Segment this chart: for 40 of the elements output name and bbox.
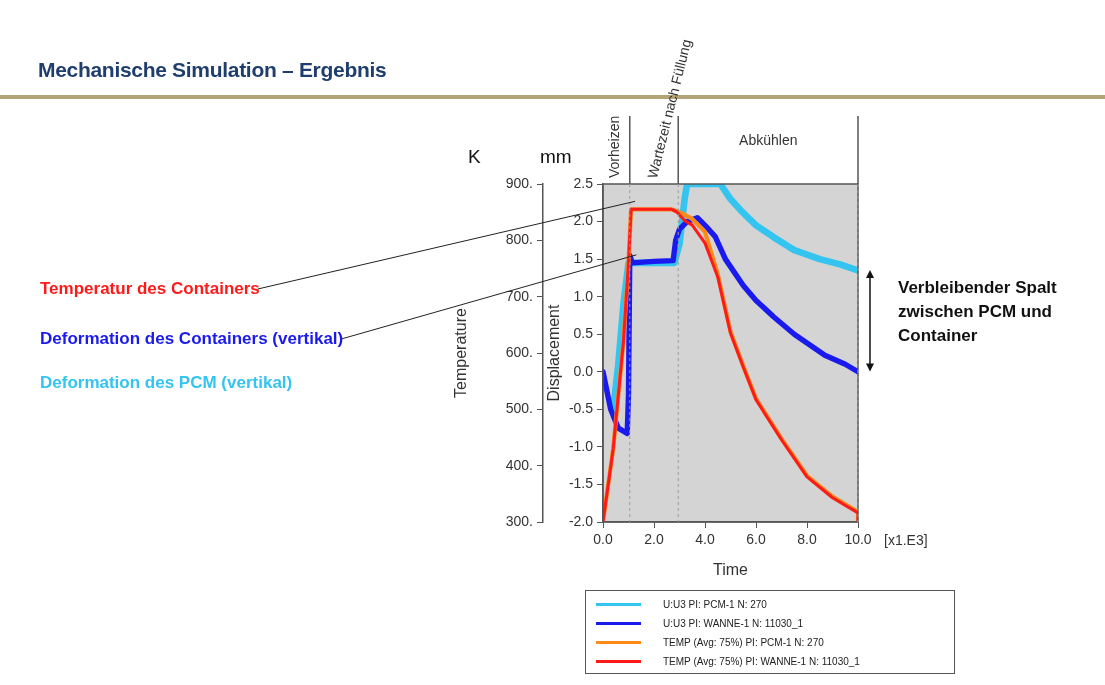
y-tick-label: 2.5 — [573, 174, 594, 191]
y2-tick-label: 400. — [505, 456, 533, 473]
y-axis-title: Displacement — [545, 303, 563, 402]
text: mm — [540, 146, 572, 168]
text: K — [468, 146, 481, 168]
text: Mechanische Simulation – Ergebnis — [38, 58, 387, 82]
y-tick-label: -1.5 — [568, 475, 594, 492]
x-tick-label: 8.0 — [797, 531, 817, 548]
y-tick-label: 1.0 — [573, 287, 594, 304]
text: Vorheizen — [606, 115, 623, 178]
y-tick-label: 0.5 — [573, 325, 594, 342]
y-tick-label: 1.5 — [573, 249, 594, 266]
x-axis-title: Time — [713, 560, 749, 578]
y2-axis-title: Temperature — [452, 307, 470, 398]
y2-tick-label: 500. — [505, 400, 533, 417]
legend-label: U:U3 PI: PCM-1 N: 270 — [663, 599, 767, 610]
text: Deformation des PCM (vertikal) — [40, 373, 293, 393]
y2-tick-label: 800. — [505, 231, 533, 248]
y-tick-label: -0.5 — [568, 400, 594, 417]
x-tick-label: 6.0 — [746, 531, 766, 548]
y2-tick-label: 700. — [505, 287, 533, 304]
text: Verbleibender Spalt zwischen PCM und Container — [898, 277, 1058, 347]
legend-label: TEMP (Avg: 75%) PI: PCM-1 N: 270 — [663, 637, 824, 648]
y-tick-label: 2.0 — [573, 212, 594, 229]
y-tick-label: -2.0 — [568, 512, 594, 529]
legend-label: TEMP (Avg: 75%) PI: WANNE-1 N: 11030_1 — [663, 656, 860, 667]
text: Temperatur des Containers — [40, 279, 260, 299]
text: Deformation des Containers (vertikal) — [40, 329, 344, 349]
legend-label: U:U3 PI: WANNE-1 N: 11030_1 — [663, 618, 804, 629]
x-tick-label: 10.0 — [844, 531, 872, 548]
y-tick-label: -1.0 — [568, 437, 594, 454]
x-tick-label: 0.0 — [593, 531, 613, 548]
y2-tick-label: 600. — [505, 343, 533, 360]
text: Abkühlen — [739, 132, 798, 148]
text: [x1.E3] — [884, 532, 928, 548]
y2-tick-label: 900. — [505, 174, 533, 191]
x-tick-label: 4.0 — [695, 531, 715, 548]
x-tick-label: 2.0 — [644, 531, 664, 548]
y-tick-label: 0.0 — [573, 362, 594, 379]
y2-tick-label: 300. — [505, 512, 533, 529]
